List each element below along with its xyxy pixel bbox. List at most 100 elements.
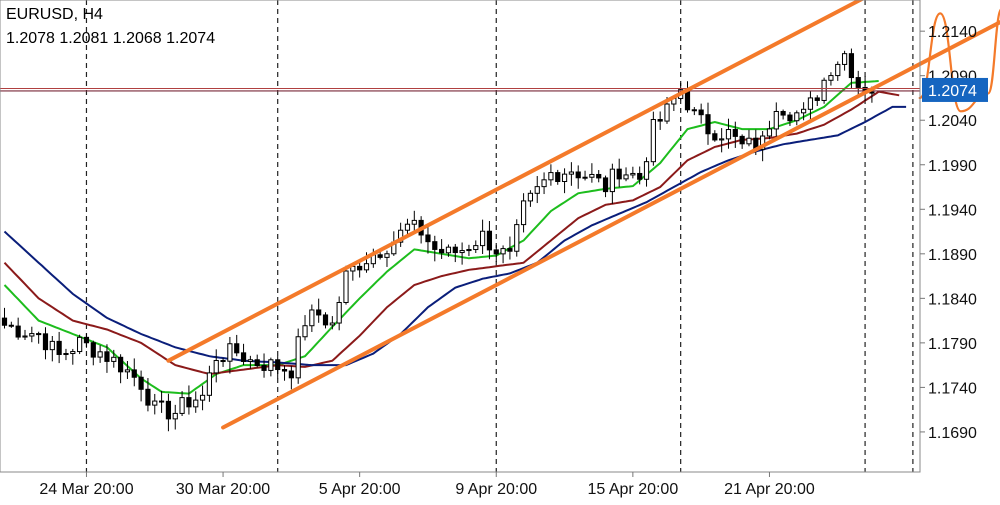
candle-body-bull[interactable] bbox=[534, 186, 540, 194]
candle-body-bear[interactable] bbox=[322, 314, 329, 326]
candle-body-bull[interactable] bbox=[329, 322, 335, 326]
candle-body-bull[interactable] bbox=[22, 335, 28, 338]
candle-body-bull[interactable] bbox=[302, 325, 308, 338]
candle-body-bull[interactable] bbox=[363, 263, 370, 271]
candle-body-bull[interactable] bbox=[179, 397, 185, 414]
candle-body-bull[interactable] bbox=[70, 351, 76, 355]
candle-body-bull[interactable] bbox=[561, 173, 568, 183]
candle-body-bull[interactable] bbox=[63, 353, 69, 356]
candle-body-bull[interactable] bbox=[268, 359, 274, 371]
candle-body-bear[interactable] bbox=[165, 400, 172, 420]
candle-body-bear[interactable] bbox=[869, 91, 875, 94]
channel-lower-line[interactable] bbox=[221, 18, 1000, 430]
candle-body-bear[interactable] bbox=[780, 110, 786, 116]
candle-body-bear[interactable] bbox=[131, 369, 137, 378]
candle-body-bear[interactable] bbox=[452, 246, 458, 254]
candle-body-bear[interactable] bbox=[138, 376, 144, 390]
candle-body-bear[interactable] bbox=[261, 364, 267, 371]
candle-body-bull[interactable] bbox=[514, 224, 520, 252]
candle-body-bull[interactable] bbox=[841, 53, 848, 65]
candle-body-bull[interactable] bbox=[445, 246, 452, 254]
candle-body-bear[interactable] bbox=[42, 333, 49, 351]
candle-body-bull[interactable] bbox=[206, 372, 213, 396]
candle-body-bear[interactable] bbox=[377, 254, 383, 258]
candle-body-bull[interactable] bbox=[111, 356, 117, 362]
candle-body-bull[interactable] bbox=[199, 394, 206, 401]
candle-body-bull[interactable] bbox=[466, 249, 472, 252]
candle-body-bear[interactable] bbox=[281, 369, 288, 372]
candle-body-bear[interactable] bbox=[316, 309, 322, 316]
candle-body-bull[interactable] bbox=[520, 200, 527, 226]
candle-body-bull[interactable] bbox=[623, 174, 629, 180]
candle-body-bull[interactable] bbox=[582, 176, 588, 179]
candle-body-bull[interactable] bbox=[404, 223, 411, 231]
candle-body-bull[interactable] bbox=[97, 351, 103, 358]
candle-body-bull[interactable] bbox=[398, 229, 404, 243]
candle-body-bull[interactable] bbox=[343, 270, 349, 303]
candle-body-bear[interactable] bbox=[732, 129, 738, 137]
candle-body-bull[interactable] bbox=[801, 108, 807, 114]
candle-body-bear[interactable] bbox=[118, 356, 124, 373]
candle-body-bull[interactable] bbox=[643, 161, 650, 180]
candle-body-bull[interactable] bbox=[589, 173, 595, 178]
candle-body-bull[interactable] bbox=[835, 63, 841, 77]
candle-body-bear[interactable] bbox=[602, 177, 609, 193]
candle-body-bull[interactable] bbox=[336, 301, 342, 324]
candle-body-bear[interactable] bbox=[186, 397, 192, 408]
candle-body-bear[interactable] bbox=[705, 114, 711, 135]
candle-body-bear[interactable] bbox=[507, 248, 513, 252]
candle-body-bull[interactable] bbox=[309, 309, 315, 327]
candle-body-bear[interactable] bbox=[288, 370, 294, 379]
candle-body-bull[interactable] bbox=[568, 171, 574, 175]
candle-body-bear[interactable] bbox=[432, 241, 438, 250]
candle-body-bull[interactable] bbox=[480, 230, 486, 247]
candle-body-bull[interactable] bbox=[630, 172, 636, 176]
candle-body-bull[interactable] bbox=[807, 97, 814, 110]
candle-body-bear[interactable] bbox=[220, 360, 226, 363]
candle-body-bull[interactable] bbox=[794, 112, 800, 122]
candle-body-bull[interactable] bbox=[766, 128, 773, 137]
forecast-path[interactable] bbox=[918, 9, 1000, 113]
candle-body-bear[interactable] bbox=[616, 168, 622, 180]
candle-body-bull[interactable] bbox=[650, 119, 656, 163]
candle-body-bull[interactable] bbox=[473, 245, 479, 251]
candle-body-bull[interactable] bbox=[459, 250, 465, 254]
candle-body-bull[interactable] bbox=[29, 333, 35, 337]
candle-body-bear[interactable] bbox=[637, 172, 643, 180]
candle-body-bear[interactable] bbox=[90, 342, 96, 358]
candle-body-bull[interactable] bbox=[527, 192, 534, 202]
candle-body-bull[interactable] bbox=[664, 103, 670, 122]
candle-body-bear[interactable] bbox=[36, 333, 42, 336]
candle-body-bull[interactable] bbox=[124, 369, 131, 373]
candle-body-bear[interactable] bbox=[596, 173, 602, 179]
candle-body-bull[interactable] bbox=[49, 340, 55, 351]
candle-body-bear[interactable] bbox=[657, 119, 663, 122]
candle-body-bear[interactable] bbox=[814, 97, 820, 101]
candle-body-bear[interactable] bbox=[158, 400, 165, 403]
candle-body-bear[interactable] bbox=[425, 234, 431, 243]
candle-body-bear[interactable] bbox=[486, 230, 493, 251]
candle-body-bull[interactable] bbox=[247, 359, 253, 362]
candle-body-bear[interactable] bbox=[8, 324, 14, 327]
channel-upper-line[interactable] bbox=[166, 0, 953, 363]
candle-body-bear[interactable] bbox=[698, 109, 704, 116]
candle-body-bear[interactable] bbox=[1, 317, 8, 326]
candle-body-bull[interactable] bbox=[295, 336, 301, 379]
candle-body-bear[interactable] bbox=[787, 114, 793, 122]
candle-body-bear[interactable] bbox=[855, 77, 861, 88]
candle-body-bull[interactable] bbox=[719, 138, 725, 141]
candle-body-bear[interactable] bbox=[575, 171, 581, 179]
candle-body-bear[interactable] bbox=[555, 172, 561, 183]
candle-body-bear[interactable] bbox=[712, 133, 718, 141]
candle-body-bear[interactable] bbox=[439, 248, 445, 254]
candle-body-bear[interactable] bbox=[493, 249, 499, 255]
candle-body-bull[interactable] bbox=[213, 360, 219, 374]
candle-body-bull[interactable] bbox=[77, 336, 83, 353]
candle-body-bull[interactable] bbox=[384, 253, 390, 258]
candle-body-bull[interactable] bbox=[193, 399, 199, 408]
candle-body-bear[interactable] bbox=[56, 340, 62, 355]
candle-body-bear[interactable] bbox=[254, 359, 260, 366]
candle-body-bull[interactable] bbox=[609, 168, 615, 193]
candle-body-bull[interactable] bbox=[227, 343, 233, 362]
